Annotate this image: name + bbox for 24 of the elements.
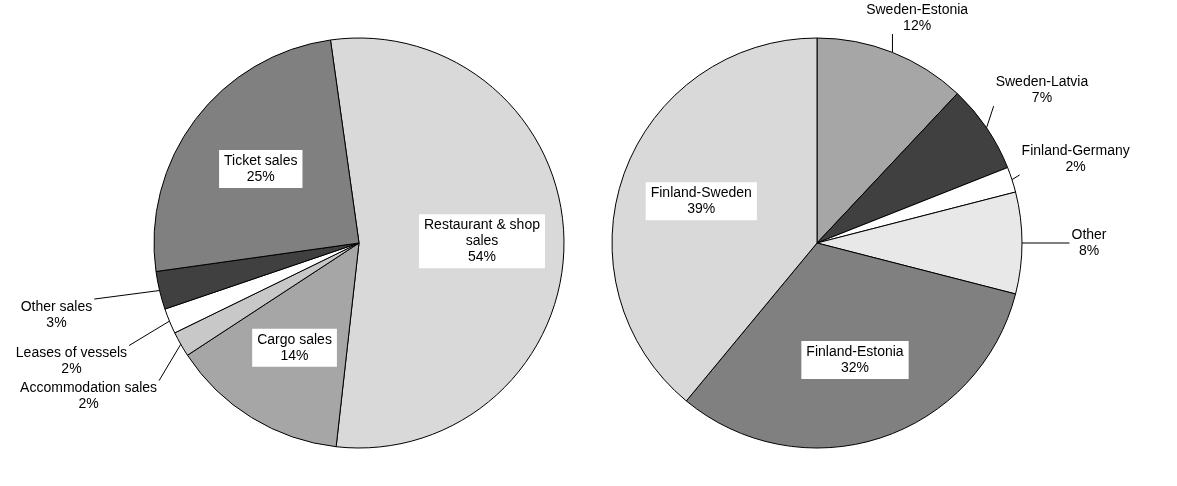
slice-label: Finland-Germany xyxy=(1021,141,1130,158)
slice-label: Finland-Sweden xyxy=(650,184,752,201)
data-label: 54% xyxy=(467,248,496,265)
slice-label: Accommodation sales xyxy=(20,379,158,396)
data-label: 2% xyxy=(1065,157,1086,174)
data-label: 2% xyxy=(78,395,99,412)
slice-label: Sweden-Latvia xyxy=(995,72,1089,89)
slice-label: Ticket sales xyxy=(224,151,298,168)
slice-label: Finland-Estonia xyxy=(806,342,904,359)
data-label: 8% xyxy=(1078,241,1100,258)
slice-label: Cargo sales xyxy=(257,330,332,347)
slice-label: Sweden-Estonia xyxy=(866,0,969,17)
data-label: 25% xyxy=(246,167,275,184)
data-label: 12% xyxy=(903,16,932,33)
slice-label: Other sales xyxy=(20,297,93,314)
slice-label: Restaurant & shop sales xyxy=(424,216,541,249)
data-label: 39% xyxy=(687,200,716,217)
data-label: 32% xyxy=(840,358,870,375)
data-label: 14% xyxy=(280,346,309,363)
data-label: 7% xyxy=(1031,88,1053,105)
data-label: 3% xyxy=(46,313,67,330)
data-label: 2% xyxy=(61,360,82,377)
slice-label: Other xyxy=(1071,225,1107,242)
slice-label: Leases of vessels xyxy=(15,344,128,361)
